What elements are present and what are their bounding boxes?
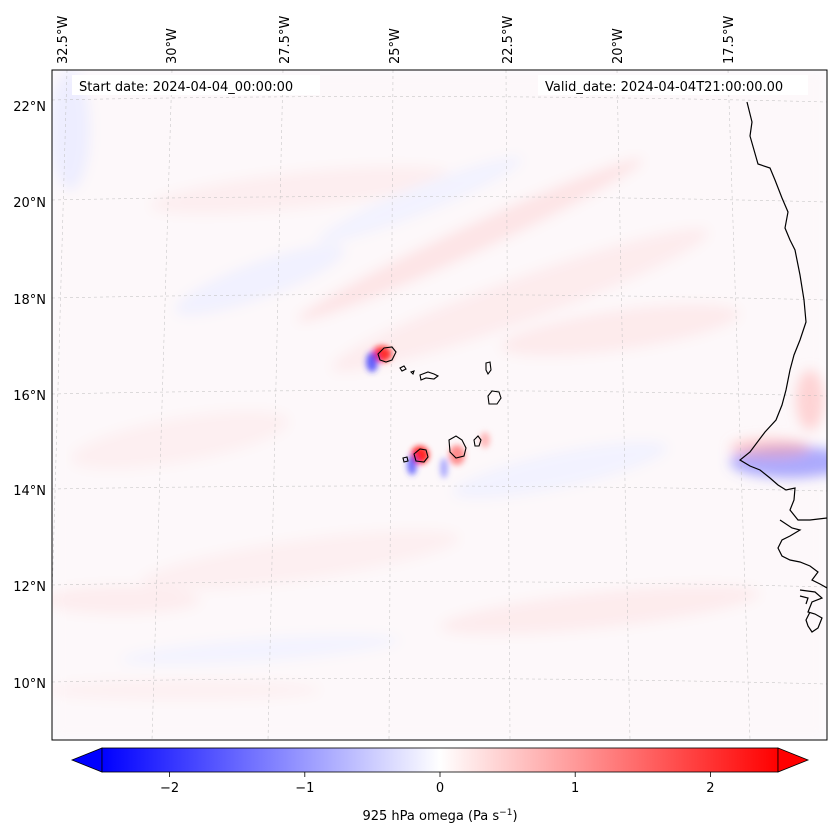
island-outline <box>402 456 409 463</box>
island-outline <box>448 435 467 459</box>
colorbar-tick-label: 0 <box>436 781 444 796</box>
lon-label: 20°W <box>611 28 626 64</box>
cape-verde-islands <box>377 346 502 463</box>
lat-label: 22°N <box>13 100 46 115</box>
colorbar-tick-label: −2 <box>160 781 179 796</box>
lat-label: 14°N <box>13 484 46 499</box>
lon-label: 17.5°W <box>722 16 737 64</box>
omega-field <box>52 70 827 740</box>
island-outline <box>377 346 397 363</box>
lon-label: 30°W <box>165 28 180 64</box>
island-outline <box>487 390 502 405</box>
colorbar-ticks: −2 −1 0 1 2 <box>160 772 715 796</box>
lat-label: 20°N <box>13 196 46 211</box>
colorbar: −2 −1 0 1 2 925 hPa omega (Pa s−1) <box>70 747 810 824</box>
map-frame <box>51 69 828 741</box>
valid-date-text: Valid_date: 2024-04-04T21:00:00.00 <box>545 80 783 95</box>
lon-label: 32.5°W <box>56 16 71 64</box>
longitude-labels: 32.5°W 30°W 27.5°W 25°W 22.5°W 20°W 17.5… <box>56 16 737 64</box>
header-valid: Valid_date: 2024-04-04T21:00:00.00 <box>538 75 808 95</box>
island-outline <box>419 371 440 381</box>
island-outline <box>399 365 407 372</box>
graticule <box>52 70 827 740</box>
latitude-labels: 22°N 20°N 18°N 16°N 14°N 12°N 10°N <box>13 100 46 692</box>
colorbar-tick-label: 1 <box>571 781 579 796</box>
start-date-text: Start date: 2024-04-04_00:00:00 <box>79 80 293 95</box>
lon-label: 25°W <box>388 28 403 64</box>
africa-coastline <box>738 101 827 633</box>
island-outline <box>473 435 482 447</box>
lat-label: 16°N <box>13 389 46 404</box>
colorbar-extend-high <box>777 747 810 773</box>
colorbar-label: 925 hPa omega (Pa s−1) <box>362 808 517 824</box>
header-start: Start date: 2024-04-04_00:00:00 <box>72 75 320 95</box>
island-outline <box>413 448 429 463</box>
map-panel <box>52 70 827 740</box>
colorbar-tick-label: −1 <box>295 781 314 796</box>
lat-label: 10°N <box>13 677 46 692</box>
lon-label: 22.5°W <box>501 16 516 64</box>
colorbar-extend-low <box>70 747 103 773</box>
lon-label: 27.5°W <box>278 16 293 64</box>
island-outline <box>485 361 492 376</box>
lat-label: 12°N <box>13 580 46 595</box>
colorbar-bar <box>101 747 779 773</box>
colorbar-tick-label: 2 <box>706 781 714 796</box>
island-outline <box>409 370 415 376</box>
lat-label: 18°N <box>13 293 46 308</box>
